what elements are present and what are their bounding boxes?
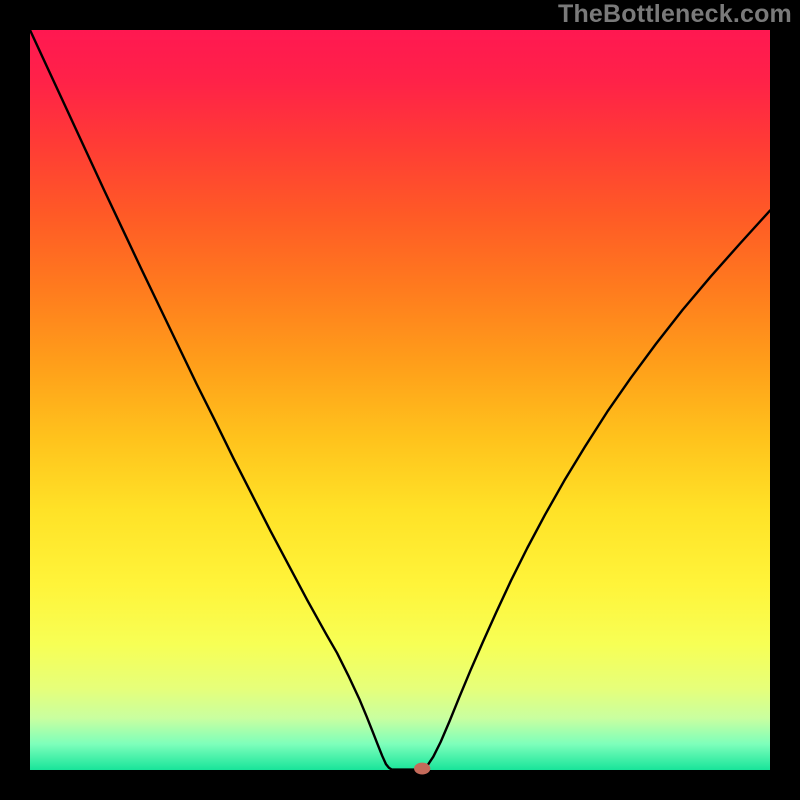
bottleneck-chart — [0, 0, 800, 800]
plot-background — [30, 30, 770, 770]
optimal-point-marker — [414, 763, 430, 775]
watermark-text: TheBottleneck.com — [558, 0, 792, 29]
chart-container: TheBottleneck.com — [0, 0, 800, 800]
